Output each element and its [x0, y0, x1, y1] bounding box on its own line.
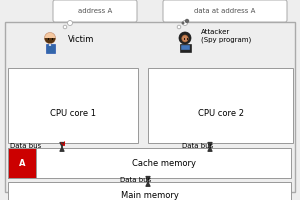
Text: Cache memory: Cache memory	[131, 158, 196, 168]
Text: data at address A: data at address A	[194, 8, 256, 14]
FancyBboxPatch shape	[46, 44, 55, 52]
Text: Attacker
(Spy program): Attacker (Spy program)	[201, 29, 251, 43]
Circle shape	[182, 21, 188, 25]
Text: Data bus: Data bus	[182, 142, 213, 148]
FancyBboxPatch shape	[179, 44, 191, 51]
Polygon shape	[49, 44, 51, 46]
Circle shape	[63, 25, 67, 29]
Wedge shape	[44, 38, 56, 44]
Circle shape	[44, 32, 56, 44]
Text: Main memory: Main memory	[121, 192, 178, 200]
Text: A: A	[19, 158, 25, 168]
Bar	[5, 22, 295, 192]
Circle shape	[182, 21, 184, 24]
Circle shape	[179, 32, 191, 44]
Text: CPU core 1: CPU core 1	[50, 109, 96, 118]
FancyBboxPatch shape	[53, 0, 137, 22]
Bar	[8, 182, 291, 200]
Text: CPU core 2: CPU core 2	[197, 109, 244, 118]
Text: Data bus: Data bus	[10, 142, 41, 148]
FancyBboxPatch shape	[181, 45, 190, 50]
Bar	[148, 68, 293, 143]
Bar	[8, 148, 291, 178]
Ellipse shape	[182, 35, 188, 42]
Circle shape	[177, 25, 181, 29]
Circle shape	[185, 19, 189, 23]
Text: Data bus: Data bus	[120, 177, 151, 183]
Circle shape	[68, 21, 73, 25]
Text: Victim: Victim	[68, 36, 94, 45]
FancyBboxPatch shape	[163, 0, 287, 22]
Bar	[8, 68, 138, 143]
Text: address A: address A	[78, 8, 112, 14]
Bar	[8, 148, 36, 178]
